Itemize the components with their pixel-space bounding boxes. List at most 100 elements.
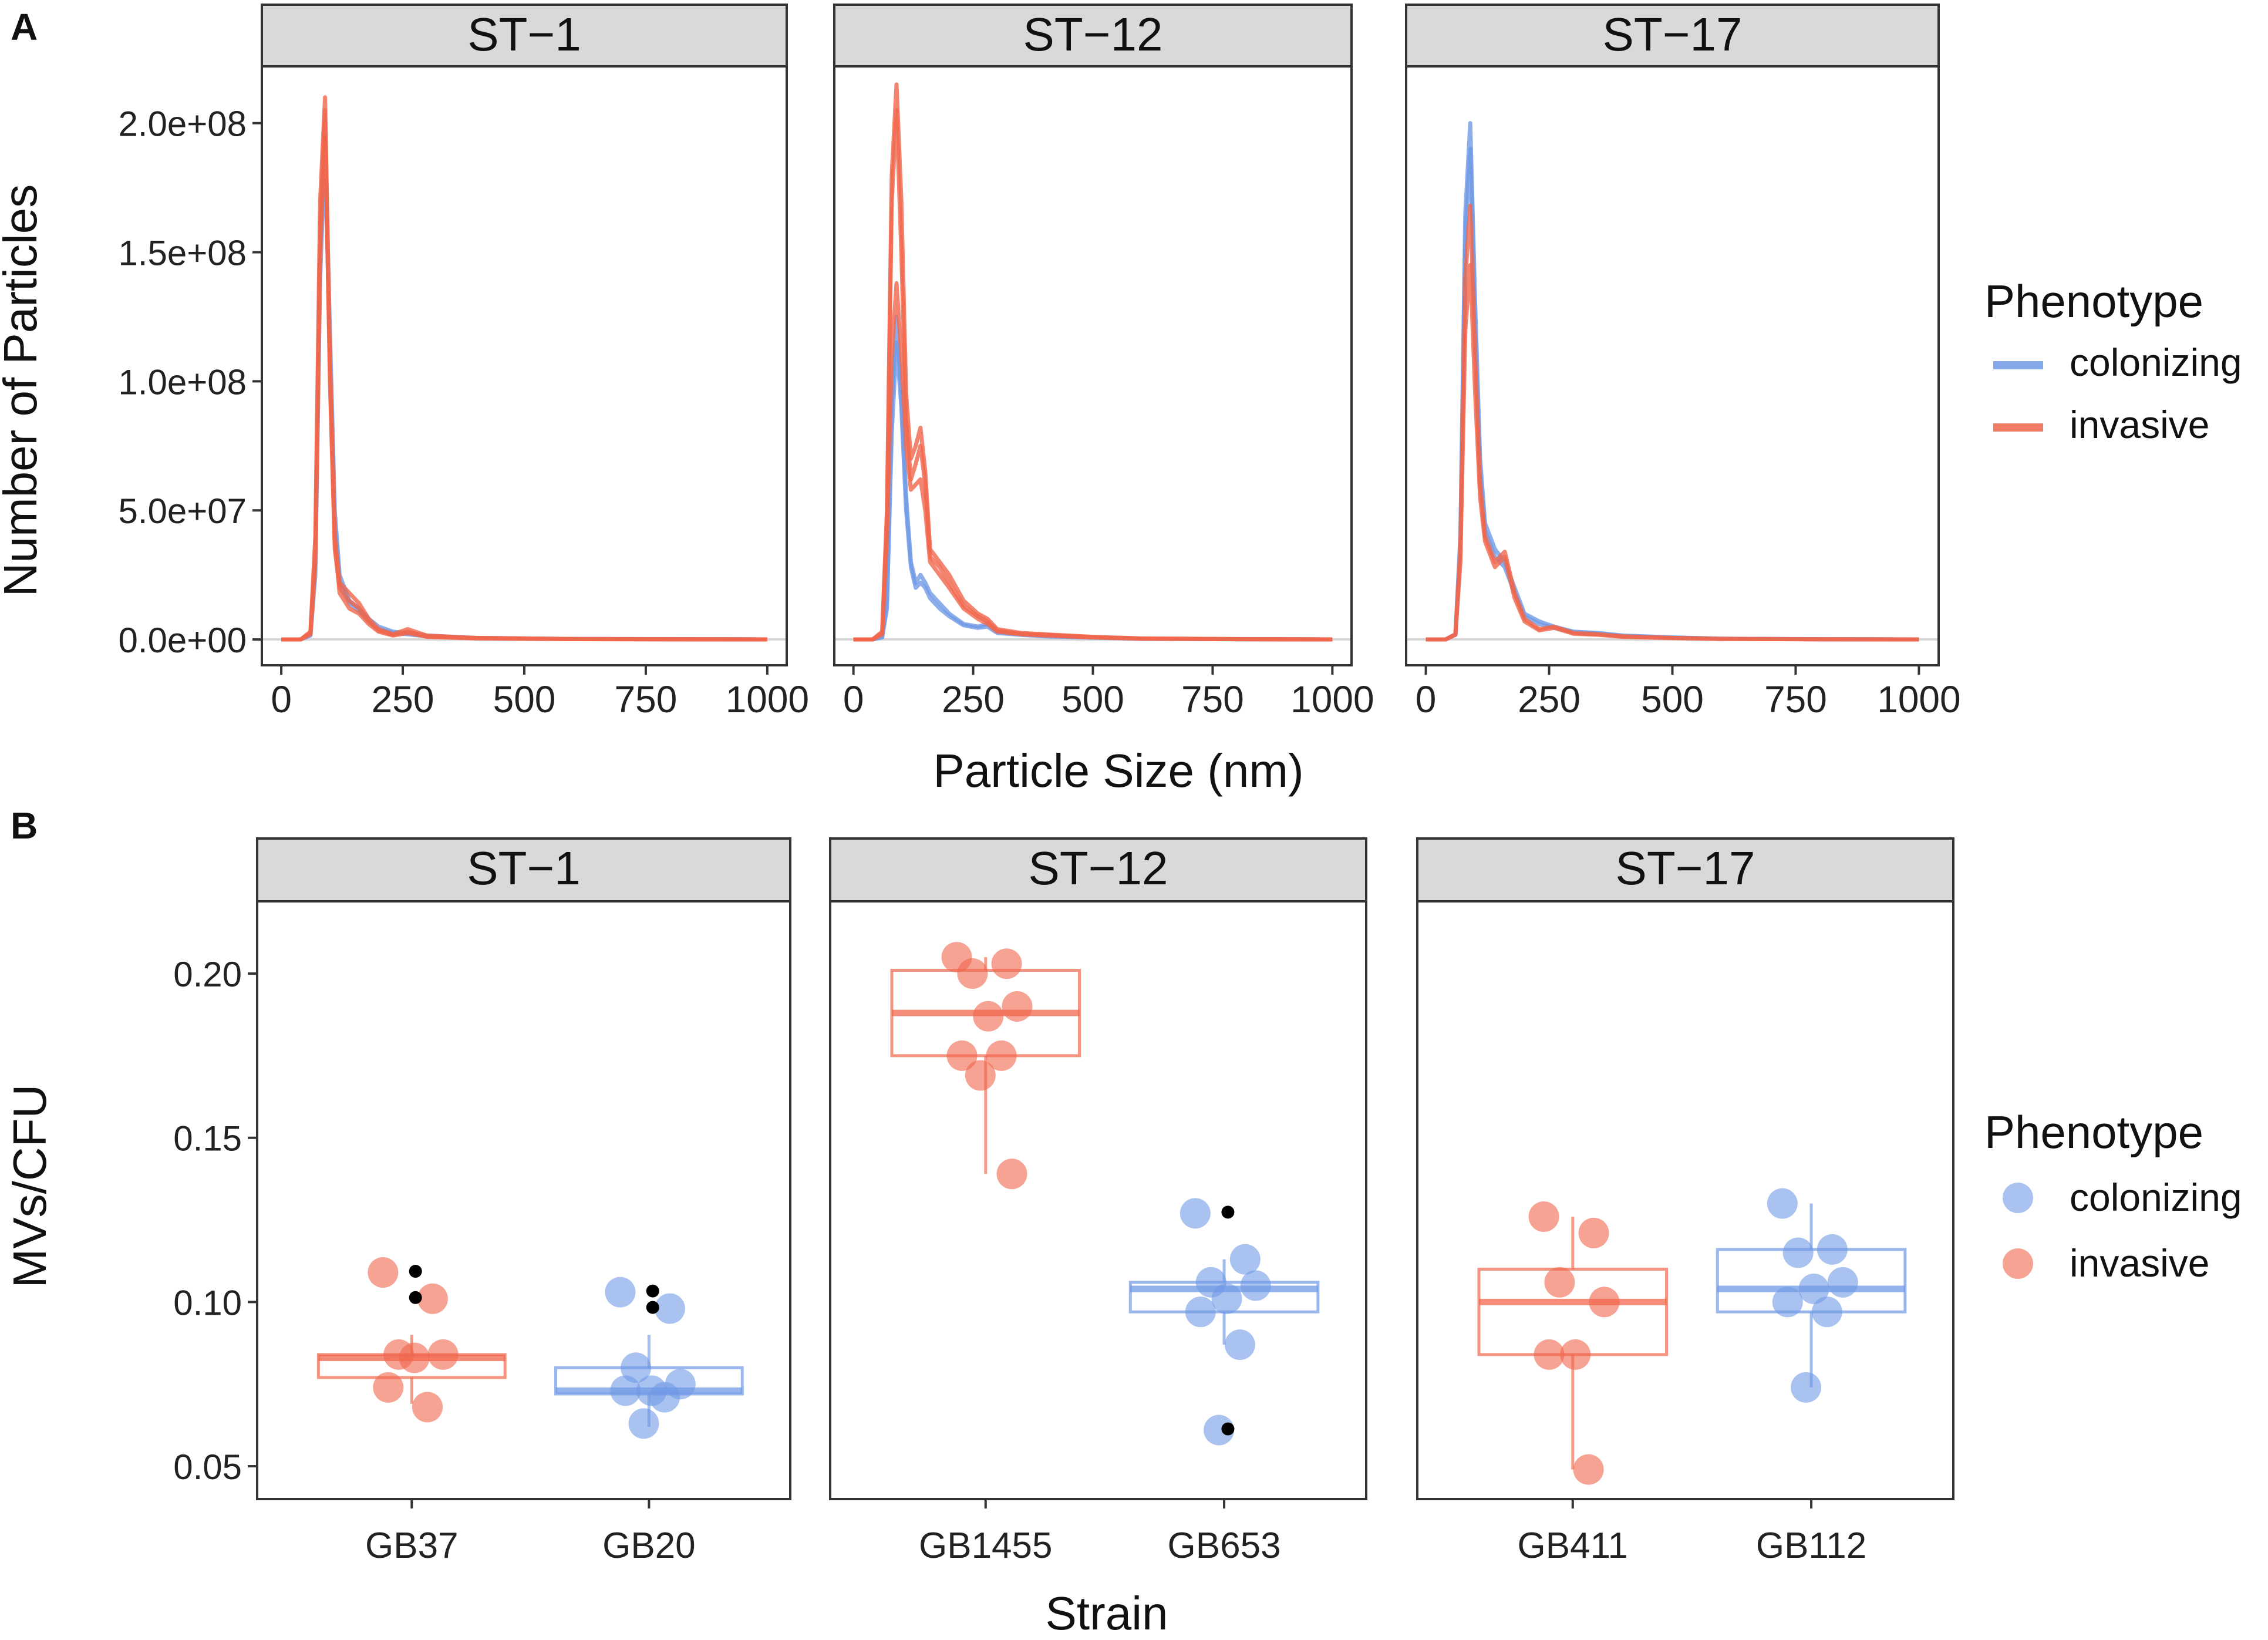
data-point: [1573, 1454, 1604, 1485]
data-point: [654, 1293, 685, 1324]
x-tick-label: GB37: [365, 1525, 459, 1566]
data-point: [1782, 1237, 1814, 1268]
data-point: [1180, 1198, 1211, 1229]
data-point: [621, 1352, 652, 1383]
facet-strip: [256, 837, 791, 902]
box-group-GB112: GB112: [1716, 1188, 1907, 1566]
panel-border: [1405, 65, 1940, 666]
density-line-invasive: [281, 121, 767, 642]
panel-a-legend-label-colonizing: colonizing: [2070, 341, 2242, 384]
density-facet: ST−12 0 250 500 750 1000: [833, 4, 1374, 720]
data-point: [373, 1372, 404, 1403]
data-point: [1560, 1339, 1591, 1370]
data-point: [1002, 991, 1033, 1022]
facet-strip: [829, 837, 1367, 902]
x-tick-label: 1000: [726, 678, 809, 720]
panel-b-y-axis-title: MVs/CFU: [4, 1085, 56, 1288]
outlier-point: [409, 1265, 422, 1278]
y-tick-label: 0.20: [173, 955, 242, 994]
panel-label-a: A: [11, 6, 38, 48]
data-point: [1827, 1267, 1858, 1298]
x-tick-label: 750: [615, 678, 678, 720]
data-point: [1224, 1329, 1255, 1361]
y-tick-label: 2.0e+08: [118, 105, 247, 144]
box-group-GB20: GB20: [554, 1277, 744, 1566]
x-tick-label: 250: [372, 678, 434, 720]
data-point: [996, 1159, 1027, 1190]
data-point: [1578, 1217, 1609, 1248]
x-tick-label: GB112: [1756, 1525, 1866, 1566]
data-point: [973, 1001, 1004, 1032]
box-group-GB411: GB411: [1477, 1201, 1669, 1566]
data-point: [1544, 1267, 1575, 1298]
density-line-invasive: [1425, 263, 1919, 642]
data-point: [1811, 1296, 1842, 1328]
panel-b-legend-key-invasive: [2003, 1248, 2033, 1279]
density-line-invasive: [853, 281, 1333, 642]
data-point: [1528, 1201, 1559, 1232]
panel-a-y-axis-title: Number of Particles: [0, 184, 46, 597]
data-point: [1817, 1234, 1848, 1265]
x-tick-label: 750: [1181, 678, 1244, 720]
data-point: [610, 1375, 641, 1406]
box-group-GB1455: GB1455: [890, 942, 1081, 1566]
outlier-point: [409, 1291, 422, 1304]
data-point: [628, 1408, 659, 1439]
facet-strip: [261, 4, 788, 68]
facet-strip-label: ST−12: [1029, 842, 1168, 894]
data-point: [1791, 1372, 1822, 1403]
x-tick-label: 500: [1061, 678, 1124, 720]
panel-b-legend-label-colonizing: colonizing: [2070, 1176, 2242, 1219]
data-point: [1534, 1339, 1565, 1370]
density-facet: ST−1 0 250 500 750 1000 0.0e+00 5.0e+07 1.0e+08 1…: [118, 4, 809, 720]
outlier-point: [1221, 1205, 1235, 1219]
y-tick-label: 1.0e+08: [118, 362, 247, 402]
box-facet: ST−12 GB1455 GB653: [829, 837, 1367, 1566]
data-point: [1589, 1287, 1620, 1318]
panel-a-density-chart: ST−1 0 250 500 750 1000 0.0e+00 5.0e+07 1.0e+08 1…: [118, 4, 1961, 720]
panel-b-box-chart: ST−1 GB37 GB20 0.05 0.10 0.15 0.20 ST−12 GB1455 G…: [173, 837, 1954, 1566]
panel-border: [833, 65, 1353, 666]
x-tick-label: 750: [1764, 678, 1827, 720]
y-tick-label: 1.5e+08: [118, 234, 247, 273]
x-tick-label: 1000: [1290, 678, 1374, 720]
y-tick-label: 0.0e+00: [118, 621, 247, 660]
density-facet: ST−17 0 250 500 750 1000: [1405, 4, 1961, 720]
x-tick-label: GB411: [1518, 1525, 1628, 1566]
x-tick-label: 250: [942, 678, 1005, 720]
x-tick-label: 1000: [1877, 678, 1960, 720]
x-tick-label: 500: [493, 678, 556, 720]
panel-border: [261, 65, 788, 666]
data-point: [1211, 1283, 1242, 1314]
facet-strip: [1405, 4, 1940, 68]
data-point: [986, 1040, 1017, 1071]
data-point: [649, 1382, 680, 1413]
data-point: [1772, 1287, 1803, 1318]
facet-strip: [1416, 837, 1954, 902]
data-point: [1229, 1244, 1261, 1275]
panel-border: [829, 900, 1367, 1500]
data-point: [605, 1277, 636, 1308]
box-group-GB653: GB653: [1128, 1198, 1320, 1566]
data-point: [1204, 1415, 1235, 1446]
data-point: [399, 1342, 430, 1373]
panel-b-legend-title: Phenotype: [1984, 1106, 2203, 1158]
x-tick-label: 0: [271, 678, 292, 720]
panel-label-b: B: [11, 804, 38, 847]
panel-border: [1416, 900, 1954, 1500]
data-point: [1185, 1296, 1216, 1328]
panel-b-x-axis-title: Strain: [1046, 1587, 1168, 1639]
x-tick-label: GB1455: [919, 1525, 1053, 1566]
data-point: [946, 1040, 978, 1071]
data-point: [965, 1060, 996, 1091]
data-point: [1240, 1270, 1271, 1301]
x-tick-label: 250: [1518, 678, 1580, 720]
panel-a-legend-label-invasive: invasive: [2070, 403, 2209, 446]
y-tick-label: 0.15: [173, 1119, 242, 1159]
box-facet: ST−17 GB411 GB112: [1416, 837, 1954, 1566]
panel-b-legend-key-colonizing: [2003, 1183, 2033, 1213]
y-tick-label: 0.10: [173, 1283, 242, 1322]
x-tick-label: GB20: [602, 1525, 696, 1566]
x-tick-label: GB653: [1168, 1525, 1281, 1566]
